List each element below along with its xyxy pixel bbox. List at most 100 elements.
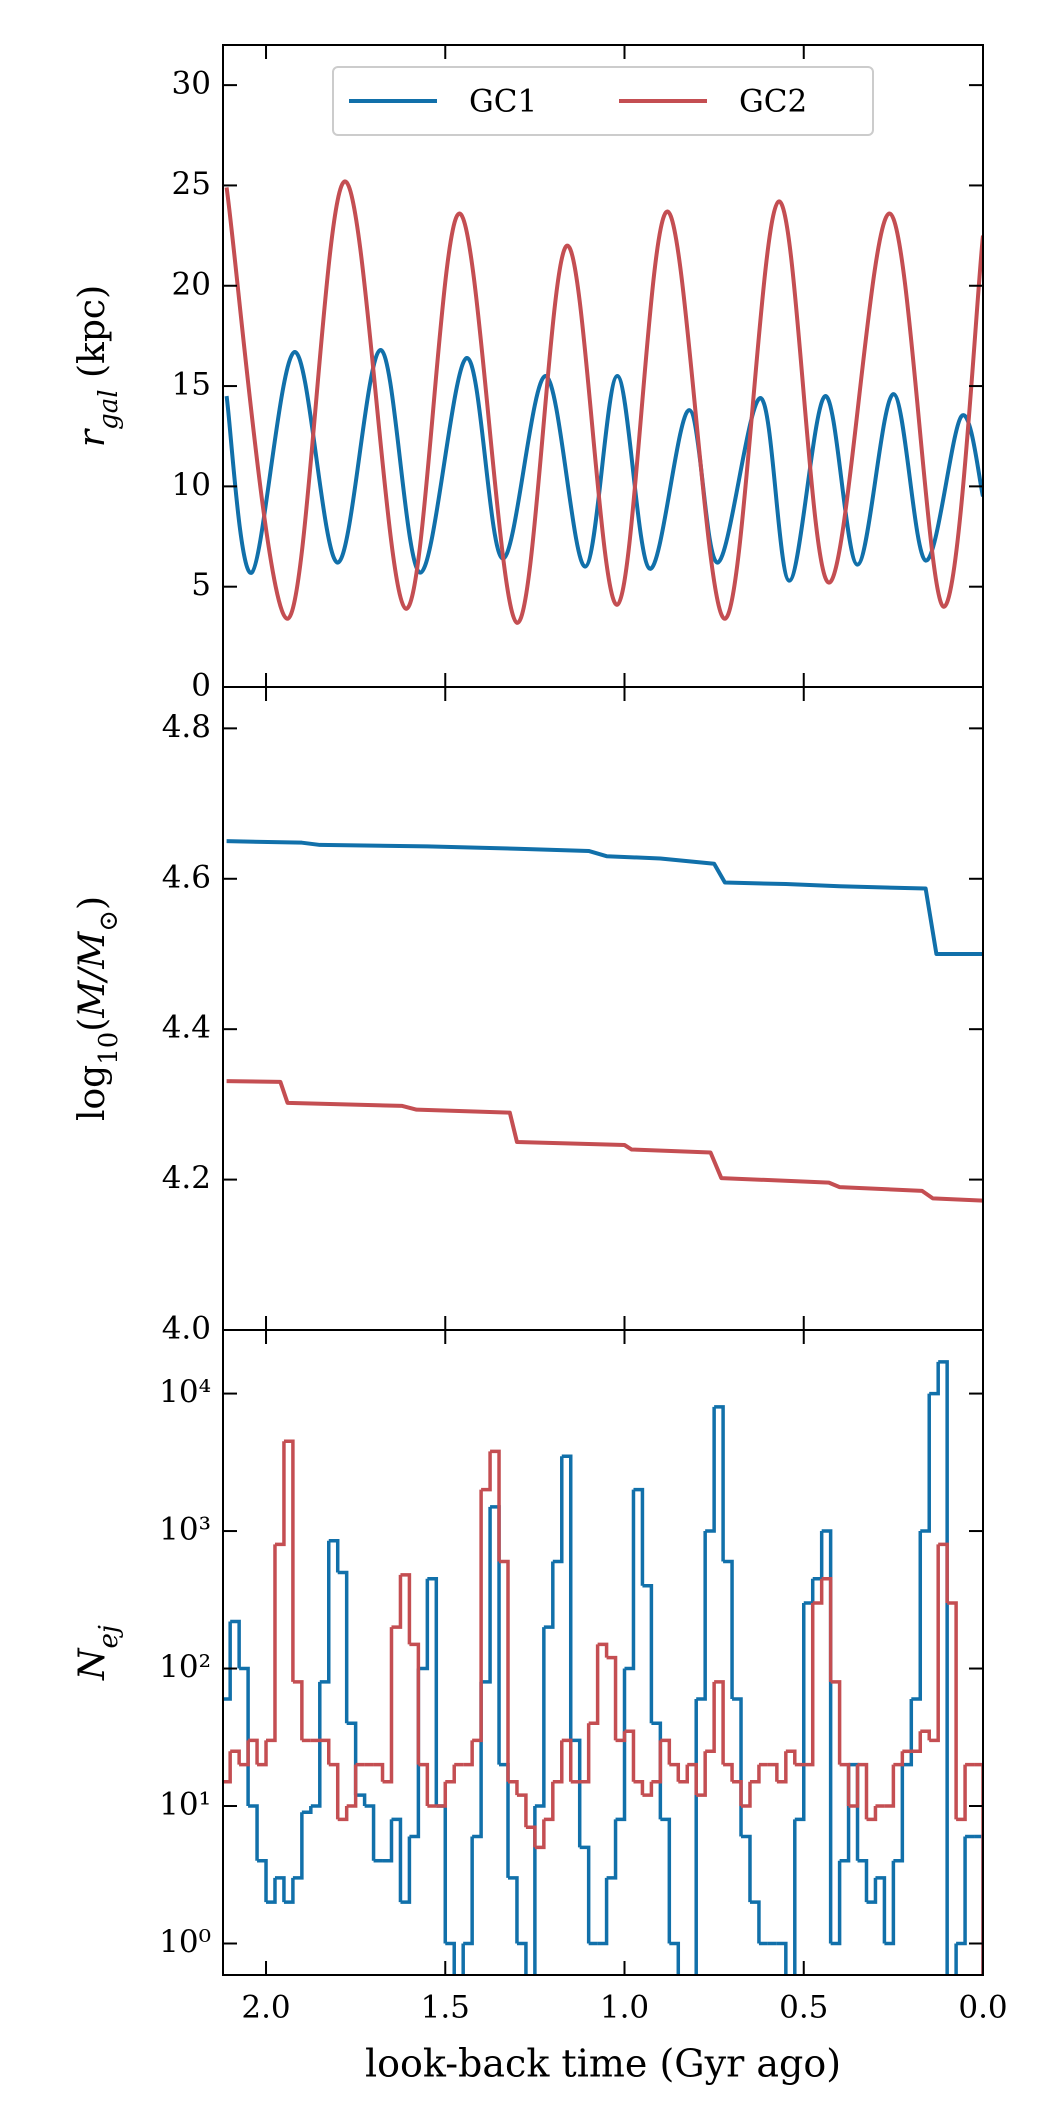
histogram-step [543,1561,555,1629]
y-tick-label: 10³ [159,1512,211,1548]
histogram-step [884,1764,896,1808]
histogram-step [893,1751,905,1767]
histogram-step [803,1602,815,1767]
plot-area [224,179,983,625]
histogram-step [694,1699,698,1975]
histogram-step [552,1456,564,1564]
histogram-step [436,1804,448,1944]
histogram-step [337,1806,349,1822]
histogram-step [525,1825,537,1848]
histogram-step [705,1681,716,1754]
histogram-step [660,1738,672,1765]
histogram-step [543,1781,555,1822]
legend-label: GC1 [469,84,537,120]
histogram-step [938,1360,949,1975]
histogram-step [239,1666,250,1807]
histogram-step [516,1793,528,1828]
histogram-step [956,1764,967,1822]
y-axis-label: Nej [72,1625,124,1681]
histogram-step [624,1729,636,1782]
histogram-step [552,1740,564,1784]
y-tick-label: 20 [172,266,211,302]
histogram-step [624,1489,636,1671]
histogram-step [310,1681,322,1808]
y-axis-label-part: gal [94,389,124,429]
histogram-step [534,1819,546,1850]
legend-box [332,66,874,136]
histogram-step [561,1738,573,1782]
histogram-step [579,1723,591,1784]
histogram-step [920,1729,931,1741]
histogram-step [561,1454,573,1741]
histogram-step [579,1845,591,1944]
histogram-step [767,1762,779,1782]
y-axis-label: rgal (kpc) [72,285,124,447]
histogram-step [857,1762,869,1820]
histogram-step [355,1793,367,1807]
histogram-step [230,1619,241,1669]
x-tick-label: 0.0 [958,1990,1007,2026]
histogram-step [588,1644,600,1725]
histogram-step [461,1943,465,1975]
histogram-step [633,1780,645,1796]
y-tick-label: 10 [172,467,211,503]
histogram-step [382,1819,394,1863]
histogram-step [633,1487,645,1586]
histogram-step [938,1542,949,1603]
histogram-step [911,1731,923,1754]
histogram-step [929,1361,940,1396]
histogram-step [533,1806,537,1975]
y-tick-label: 10⁴ [159,1374,211,1410]
histogram-step [929,1544,940,1743]
histogram-step [436,1781,448,1808]
histogram-step [857,1858,869,1903]
y-tick-label: 30 [172,66,211,102]
axes-frame [222,1329,984,1976]
y-tick-label: 10⁰ [159,1924,211,1960]
histogram-step [696,1531,707,1701]
histogram-step [947,1601,958,1820]
plot-area [226,839,983,1203]
series-line [226,839,983,956]
histogram-step [239,1740,250,1767]
histogram-step [499,1559,510,1782]
histogram-step [866,1806,878,1822]
legend-label: GC2 [739,84,807,120]
histogram-step [266,1877,277,1904]
x-tick-label: 0.5 [779,1990,828,2026]
x-tick-label: 2.0 [241,1990,290,2026]
histogram-step [400,1836,412,1904]
histogram-step [508,1780,519,1796]
histogram-step [954,1943,958,1975]
series-line [224,179,983,625]
histogram-step [741,1834,752,1903]
histogram-step [776,1751,788,1784]
histogram-step [660,1817,672,1944]
y-axis-label-part: ( [72,1018,113,1032]
histogram-step [597,1642,609,1658]
histogram-step [409,1642,421,1765]
histogram-step [812,1578,824,1605]
histogram-step [875,1876,887,1944]
y-tick-label: 4.8 [162,709,211,745]
series-line [224,347,983,583]
histogram-step [687,1762,698,1796]
histogram-step [830,1680,842,1765]
histogram-step [248,1738,259,1765]
axes-frame [222,686,984,1331]
histogram-step [248,1804,259,1861]
histogram-step [266,1544,277,1743]
histogram-step [418,1578,430,1671]
x-tick-label: 1.0 [600,1990,649,2026]
histogram-step [481,1506,492,1684]
histogram-step [615,1668,627,1822]
histogram-step [223,1621,232,1701]
histogram-step [884,1860,896,1946]
histogram-step [812,1531,824,1581]
histogram-step [319,1540,331,1684]
histogram-step [597,1877,609,1946]
histogram-step [274,1876,286,1903]
histogram-step [714,1405,725,1562]
histogram-step [678,1764,689,1784]
histogram-step [803,1578,815,1605]
